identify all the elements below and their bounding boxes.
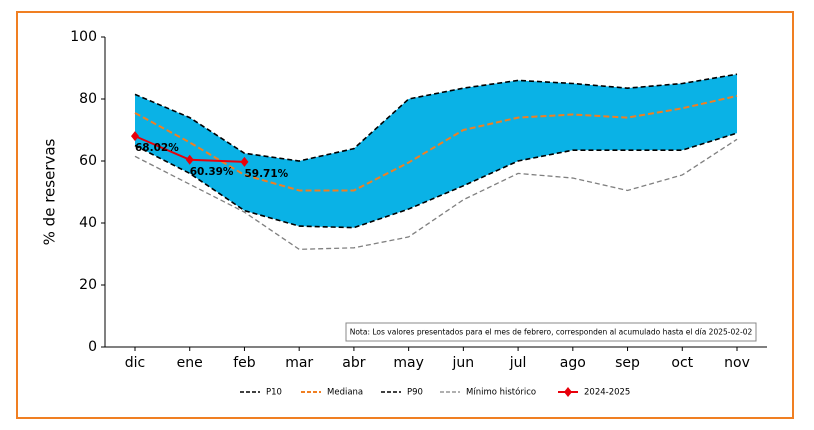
data-label: 60.39%: [190, 166, 234, 178]
series-line: [134, 73, 738, 162]
x-tick-label: nov: [724, 355, 750, 371]
y-tick-label: 100: [70, 29, 97, 45]
y-tick-label: 20: [79, 277, 97, 293]
x-tick-label: dic: [125, 355, 145, 371]
x-tick-label: mar: [285, 355, 313, 371]
legend-label: Mediana: [327, 388, 363, 398]
legend-label: Mínimo histórico: [466, 387, 536, 398]
p10-p90-band: [135, 74, 737, 228]
x-tick-label: may: [393, 355, 424, 371]
x-tick-label: sep: [615, 355, 640, 371]
y-tick-label: 0: [88, 339, 97, 355]
legend-item: P10: [240, 388, 282, 398]
legend-label: P10: [266, 388, 282, 398]
x-tick-label: oct: [671, 355, 693, 371]
data-label: 68.02%: [135, 142, 179, 154]
marker: [240, 156, 249, 167]
note-box: [345, 322, 757, 342]
marker: [185, 154, 194, 165]
series-line: [134, 132, 738, 229]
legend-item: 2024-2025: [558, 387, 630, 398]
frame: [16, 11, 794, 419]
x-tick-label: feb: [233, 355, 256, 371]
legend-label: P90: [407, 388, 423, 398]
legend-marker: [564, 387, 572, 397]
y-tick-label: 80: [79, 91, 97, 107]
x-tick-label: ene: [177, 355, 203, 371]
note: Nota: Los valores presentados para el me…: [350, 328, 753, 337]
y-axis-label: % de reservas: [41, 138, 59, 245]
legend-item: Mínimo histórico: [440, 387, 536, 398]
x-tick-label: ago: [560, 355, 586, 371]
series-line: [134, 138, 738, 251]
legend-item: Mediana: [301, 388, 363, 398]
x-tick-label: jun: [452, 355, 475, 371]
marker: [131, 131, 139, 142]
legend-label: 2024-2025: [584, 388, 630, 398]
data-label: 59.71%: [244, 168, 288, 180]
x-tick-label: abr: [342, 355, 365, 371]
y-tick-label: 60: [79, 153, 97, 169]
y-tick-label: 40: [79, 215, 97, 231]
legend-item: P90: [381, 388, 423, 398]
x-tick-label: jul: [509, 355, 527, 371]
